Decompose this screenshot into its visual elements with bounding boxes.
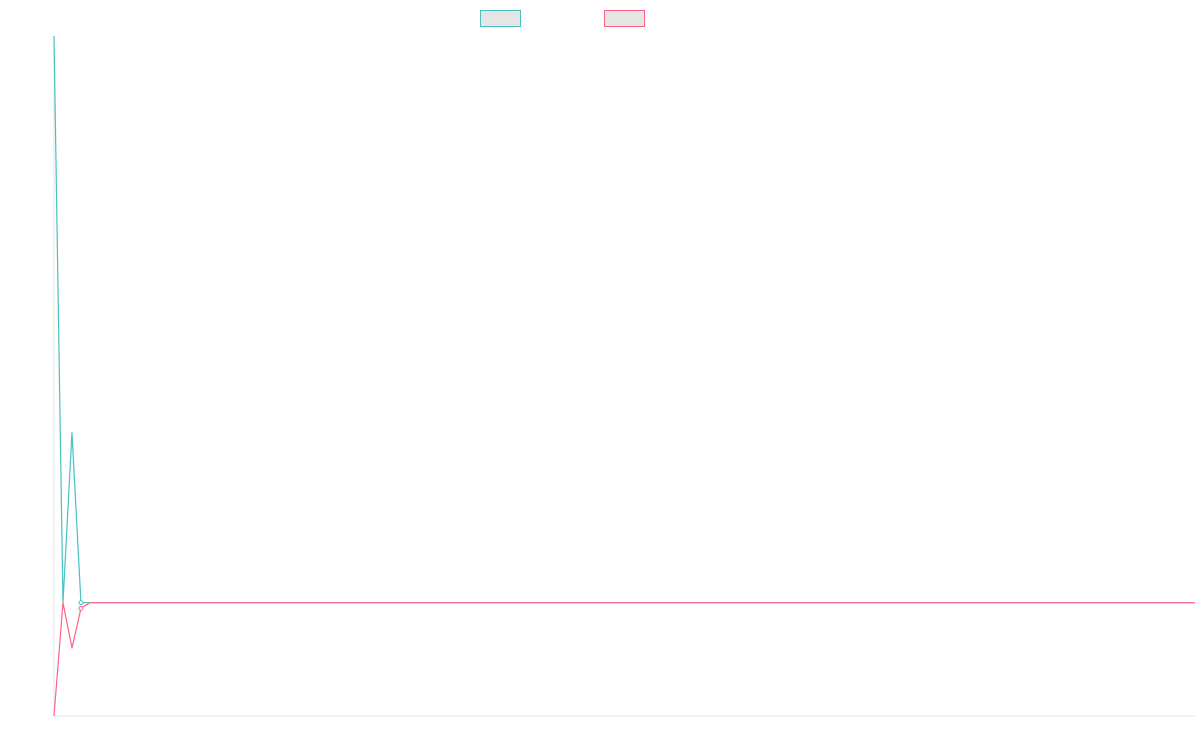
legend <box>480 10 645 27</box>
series-lines <box>53 35 1195 717</box>
series-point-1[interactable] <box>78 600 84 606</box>
legend-swatch-1[interactable] <box>480 10 521 27</box>
axes <box>53 36 1195 717</box>
series-line-2 <box>53 602 1195 717</box>
series-line-1 <box>53 35 1195 604</box>
series-point-2[interactable] <box>78 605 84 611</box>
legend-swatch-2[interactable] <box>604 10 645 27</box>
